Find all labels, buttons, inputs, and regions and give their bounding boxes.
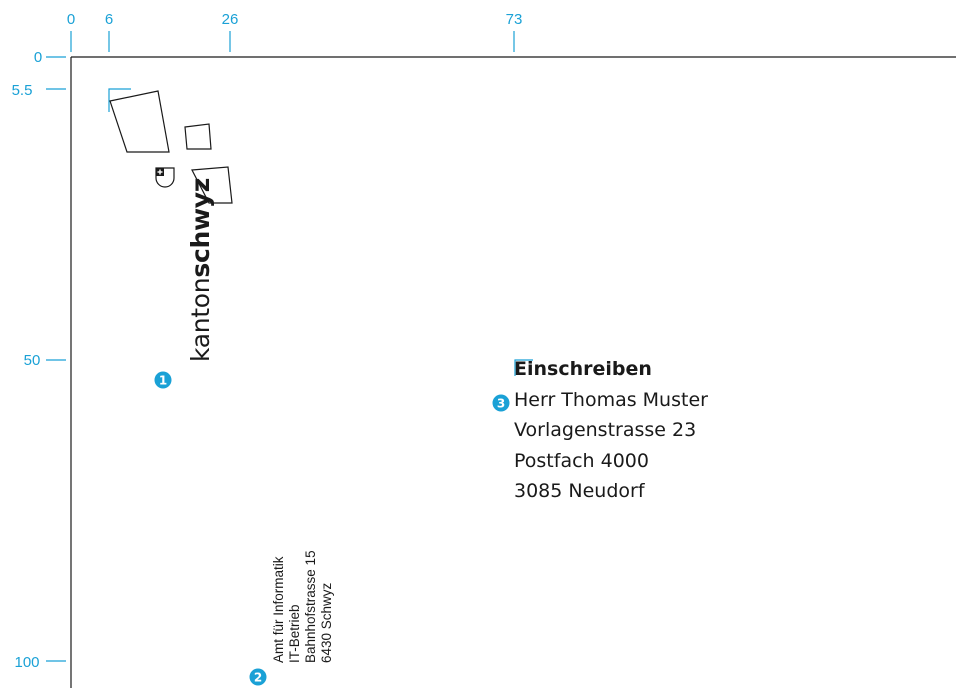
ruler-top-label-0: 0: [67, 11, 75, 28]
marker-2-label: 2: [254, 671, 262, 685]
sender-line: IT-Betrieb: [287, 604, 302, 663]
sender-line: Amt für Informatik: [271, 556, 286, 663]
recipient-line: Vorlagenstrasse 23: [514, 419, 697, 441]
logo-wordmark: kantonschwyz: [186, 178, 216, 362]
ruler-top-label-26: 26: [222, 11, 239, 28]
logo-diamond-shape: [191, 166, 233, 204]
address-corner-mark: [514, 359, 533, 376]
recipient-line: Herr Thomas Muster: [514, 388, 708, 411]
delivery-type-heading: Einschreiben: [514, 358, 652, 380]
sender-line: Bahnhofstrasse 15: [303, 550, 318, 663]
marker-2-icon: [249, 668, 267, 686]
logo-word-kanton: kanton: [186, 277, 215, 362]
logo-word-schwyz: schwyz: [186, 178, 215, 278]
marker-1-icon: [154, 371, 172, 389]
logo-small-square-shape: [184, 123, 212, 150]
ruler-left-label-50: 50: [24, 352, 41, 369]
sender-address: Amt für Informatik IT-Betrieb Bahnhofstr…: [271, 550, 335, 663]
ruler-top-label-6: 6: [105, 11, 113, 28]
recipient-address: Einschreiben Herr Thomas Muster Vorlagen…: [514, 354, 708, 507]
ruler-left-label-0: 0: [34, 49, 42, 66]
coat-of-arms-icon: [155, 167, 175, 188]
recipient-line: Postfach 4000: [514, 449, 649, 472]
sender-line: 6430 Schwyz: [319, 582, 334, 663]
marker-3-label: 3: [497, 397, 505, 411]
ruler-top-label-73: 73: [506, 11, 523, 28]
ruler-left-label-5-5: 5.5: [12, 82, 33, 99]
logo-large-shape: [109, 90, 170, 153]
marker-1-label: 1: [159, 374, 167, 388]
logo-corner-mark: [108, 88, 131, 112]
ruler-left-label-100: 100: [14, 654, 39, 671]
recipient-line: 3085 Neudorf: [514, 480, 645, 502]
marker-3-icon: [492, 394, 510, 412]
